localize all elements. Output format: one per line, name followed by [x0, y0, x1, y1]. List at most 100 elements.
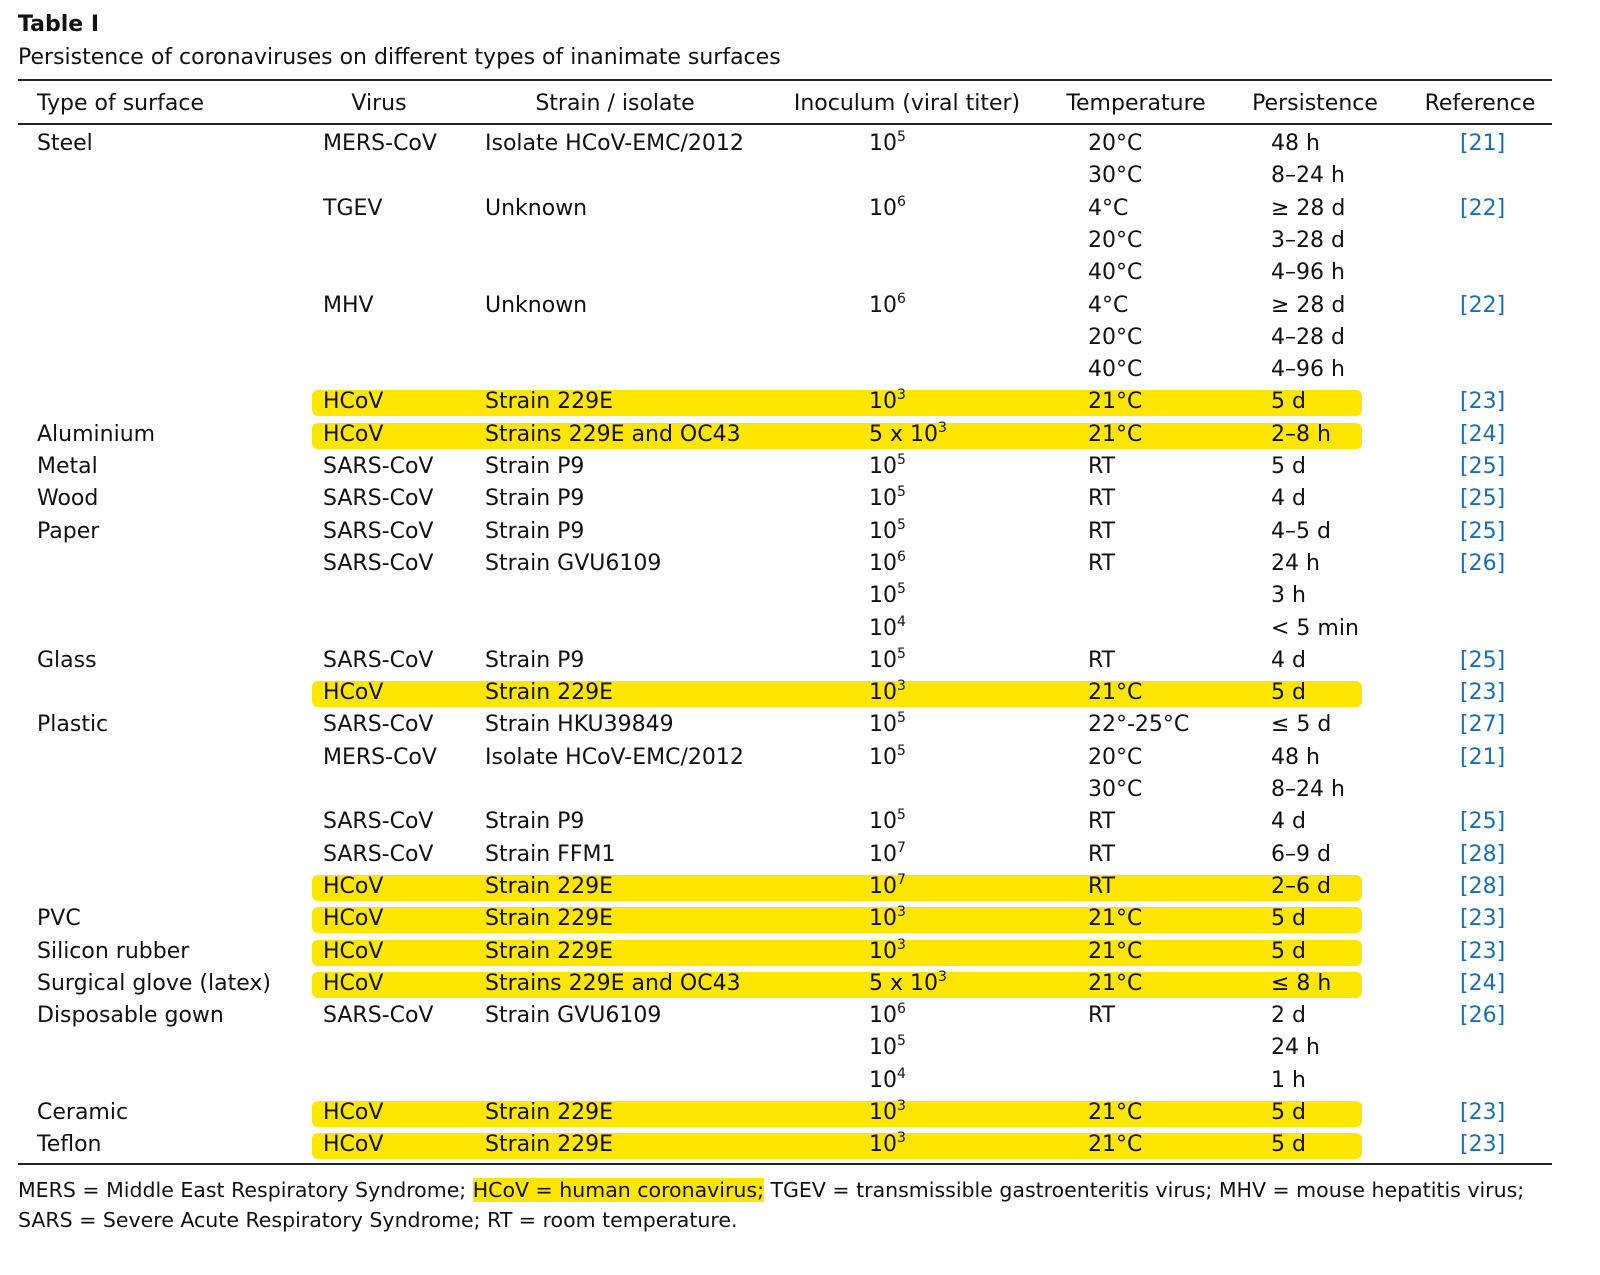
inoculum-exponent: 5 [897, 484, 906, 501]
footnote-line: SARS = Severe Acute Respiratory Syndrome… [18, 1207, 738, 1233]
temperature-cell: RT [1088, 841, 1116, 867]
inoculum-exponent: 3 [897, 936, 906, 953]
inoculum-cell: 107 [869, 839, 906, 868]
inoculum-base: 10 [869, 454, 897, 479]
reference-cell: [25] [1460, 809, 1506, 835]
reference-cell: [26] [1460, 550, 1506, 576]
surface-cell: Ceramic [37, 1100, 129, 1125]
column-header: Strain / isolate [535, 91, 695, 116]
inoculum-exponent: 3 [897, 387, 906, 404]
strain-cell: Strain HKU39849 [485, 712, 674, 738]
inoculum-cell: 106 [869, 195, 906, 222]
inoculum-cell: 105 [869, 744, 906, 771]
temperature-cell: 21°C [1088, 906, 1143, 932]
highlight [312, 939, 1362, 966]
temperature-cell: 21°C [1088, 970, 1143, 996]
inoculum-cell: 105 [869, 808, 906, 835]
inoculum-exponent: 3 [938, 968, 947, 985]
column-header: Inoculum (viral titer) [793, 91, 1021, 116]
inoculum-cell: 5 x 103 [869, 968, 947, 997]
persistence-cell: 24 h [1271, 550, 1320, 576]
inoculum-exponent: 7 [897, 839, 906, 856]
inoculum-base: 10 [869, 195, 897, 221]
temperature-cell: 21°C [1088, 1132, 1143, 1158]
temperature-cell: 20°C [1088, 744, 1143, 770]
inoculum-base: 10 [869, 583, 897, 609]
temperature-cell: RT [1088, 873, 1116, 899]
inoculum-exponent: 3 [897, 1098, 906, 1114]
inoculum-base: 10 [869, 873, 897, 899]
inoculum-base: 10 [869, 1067, 897, 1093]
strain-cell: Strain 229E [485, 1100, 614, 1125]
persistence-cell: 2–6 d [1271, 873, 1331, 899]
virus-cell: MHV [323, 292, 374, 318]
virus-cell: HCoV [323, 938, 384, 964]
column-header: Virus [351, 91, 407, 116]
strain-cell: Strains 229E and OC43 [485, 421, 741, 447]
reference-cell: [23] [1460, 938, 1506, 964]
virus-cell: TGEV [323, 195, 383, 221]
table-caption: Persistence of coronaviruses on differen… [18, 45, 781, 70]
persistence-cell: 2 d [1271, 1003, 1306, 1029]
inoculum-base: 10 [869, 550, 897, 576]
inoculum-base: 10 [869, 841, 897, 867]
inoculum-exponent: 5 [897, 1033, 906, 1050]
strain-cell: Strain P9 [485, 809, 585, 835]
persistence-cell: < 5 min [1271, 615, 1359, 641]
reference-cell: [23] [1460, 389, 1506, 415]
inoculum-cell: 103 [869, 679, 906, 706]
virus-cell: SARS-CoV [323, 454, 434, 479]
strain-cell: Strain 229E [485, 906, 614, 932]
temperature-cell: 20°C [1088, 227, 1143, 253]
temperature-cell: RT [1088, 454, 1116, 479]
temperature-cell: 30°C [1088, 163, 1143, 189]
temperature-cell: 20°C [1088, 131, 1143, 156]
strain-cell: Strain 229E [485, 938, 614, 964]
persistence-cell: 5 d [1271, 389, 1306, 415]
reference-cell: [23] [1460, 1100, 1506, 1125]
temperature-cell: RT [1088, 550, 1116, 576]
temperature-cell: 21°C [1088, 389, 1143, 415]
strain-cell: Strain P9 [485, 647, 585, 673]
persistence-cell: 48 h [1271, 131, 1320, 156]
temperature-cell: 22°-25°C [1088, 712, 1190, 738]
virus-cell: SARS-CoV [323, 486, 434, 512]
persistence-cell: 5 d [1271, 1132, 1306, 1158]
surface-cell: Silicon rubber [37, 938, 190, 964]
reference-cell: [22] [1460, 292, 1506, 318]
inoculum-base: 10 [869, 292, 897, 318]
inoculum-exponent: 4 [897, 613, 906, 630]
reference-cell: [23] [1460, 1132, 1506, 1158]
reference-cell: [25] [1460, 486, 1506, 512]
highlight [312, 907, 1362, 934]
inoculum-base: 10 [869, 131, 897, 156]
highlight [312, 874, 1362, 901]
highlight [312, 390, 1362, 417]
inoculum-cell: 106 [869, 1002, 906, 1029]
virus-cell: HCoV [323, 1132, 384, 1158]
surface-cell: Steel [37, 131, 93, 156]
inoculum-exponent: 7 [897, 871, 906, 888]
inoculum-cell: 105 [869, 711, 906, 738]
footnote-part: SARS = Severe Acute Respiratory Syndrome… [18, 1208, 738, 1232]
inoculum-base: 10 [869, 1003, 897, 1029]
column-header: Persistence [1252, 91, 1378, 116]
inoculum-cell: 105 [869, 453, 906, 480]
column-header: Temperature [1066, 91, 1206, 116]
surface-cell: Wood [37, 486, 99, 512]
persistence-cell: 8–24 h [1271, 163, 1345, 189]
inoculum-base: 5 x 10 [869, 421, 938, 447]
inoculum-exponent: 5 [897, 129, 906, 145]
inoculum-exponent: 4 [897, 1065, 906, 1082]
surface-cell: Surgical glove (latex) [37, 970, 271, 996]
inoculum-exponent: 5 [897, 645, 906, 662]
inoculum-cell: 103 [869, 905, 906, 932]
inoculum-cell: 105 [869, 518, 906, 545]
surface-cell: Paper [37, 518, 100, 544]
strain-cell: Isolate HCoV-EMC/2012 [485, 131, 744, 156]
reference-cell: [21] [1460, 744, 1506, 770]
inoculum-base: 10 [869, 938, 897, 964]
surface-cell: Teflon [37, 1132, 102, 1158]
persistence-cell: 3–28 d [1271, 227, 1345, 253]
temperature-cell: RT [1088, 1003, 1116, 1029]
